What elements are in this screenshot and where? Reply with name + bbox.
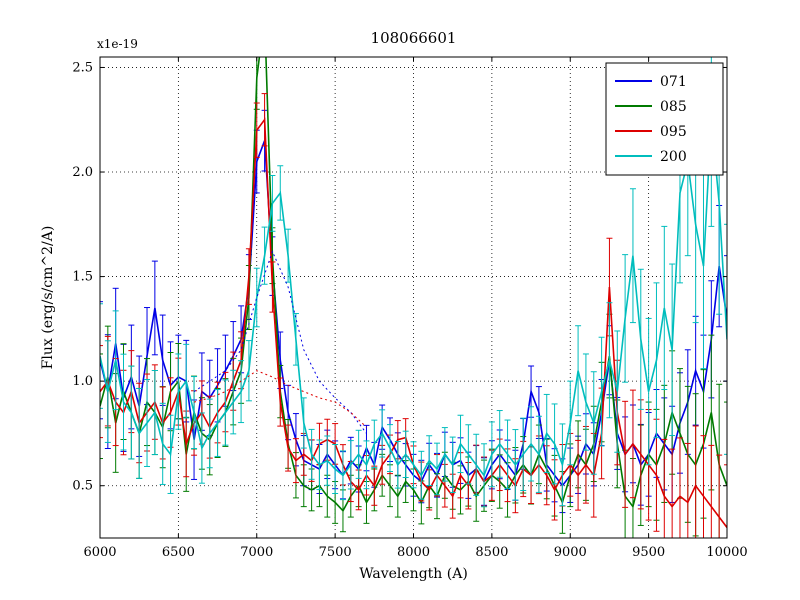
series-200 xyxy=(100,57,727,508)
aux-071-dotted xyxy=(193,250,367,434)
legend-label: 200 xyxy=(660,149,687,165)
legend-label: 071 xyxy=(660,74,687,90)
y-tick-label: 2.5 xyxy=(72,60,93,75)
y-tick-label: 1.0 xyxy=(72,374,93,389)
x-tick-label: 8000 xyxy=(397,545,430,560)
aux-095-dotted xyxy=(193,370,367,428)
y-offset-label: x1e-19 xyxy=(97,37,138,51)
ticks xyxy=(99,57,728,538)
y-axis-label: Flux (erg/s/cm^2/A) xyxy=(40,226,56,370)
x-tick-label: 8500 xyxy=(475,545,508,560)
x-tick-label: 9000 xyxy=(554,545,587,560)
y-tick-label: 1.5 xyxy=(72,270,93,285)
x-tick-label: 10000 xyxy=(706,545,747,560)
x-tick-label: 7000 xyxy=(240,545,273,560)
x-tick-label: 9500 xyxy=(632,545,665,560)
x-tick-label: 7500 xyxy=(319,545,352,560)
y-tick-label: 0.5 xyxy=(72,479,93,494)
legend-label: 095 xyxy=(660,124,687,140)
x-tick-label: 6500 xyxy=(162,545,195,560)
legend-label: 085 xyxy=(660,99,687,115)
plot-area xyxy=(100,57,727,538)
legend: 071 085 095 200 xyxy=(605,62,724,176)
x-axis-label: Wavelength (A) xyxy=(359,566,468,582)
x-tick-label: 6000 xyxy=(83,545,116,560)
y-tick-label: 2.0 xyxy=(72,165,93,180)
plot-title: 108066601 xyxy=(371,29,457,47)
